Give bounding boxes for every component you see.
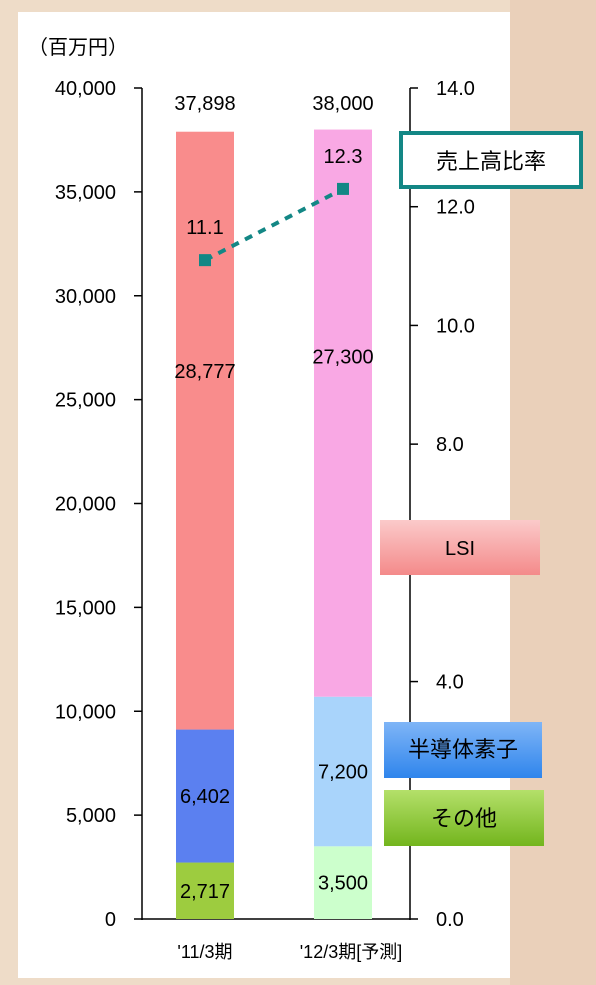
left-tick-label: 0 xyxy=(105,909,116,931)
x-category-label: '11/3期 xyxy=(177,942,232,962)
left-tick-label: 25,000 xyxy=(55,390,116,412)
left-axis-ticks: 0 5,000 10,000 15,000 20,000 25,000 30,000 35,0… xyxy=(55,78,142,931)
bar-segment-lsi xyxy=(176,131,234,730)
bar-segment-semiconductor xyxy=(314,696,372,847)
bar-total-label: 37,898 xyxy=(174,93,235,115)
ratio-value-label: 11.1 xyxy=(186,217,223,239)
right-tick-label: 8.0 xyxy=(436,434,464,456)
right-tick-label: 4.0 xyxy=(436,672,464,694)
left-tick-label: 5,000 xyxy=(66,805,116,827)
left-tick-label: 40,000 xyxy=(55,78,116,100)
x-axis-labels: '11/3期 '12/3期[予測] xyxy=(177,942,402,962)
x-category-label: '12/3期[予測] xyxy=(300,942,402,962)
bar-segment-other xyxy=(176,862,234,919)
segment-value-label: 27,300 xyxy=(312,346,373,368)
legend-semiconductor-label: 半導体素子 xyxy=(408,737,518,762)
left-tick-label: 30,000 xyxy=(55,286,116,308)
left-tick-label: 20,000 xyxy=(55,494,116,516)
y-axis-unit-label: （百万円） xyxy=(28,36,128,59)
left-tick-label: 15,000 xyxy=(55,597,116,619)
legend-ratio: 売上高比率 xyxy=(399,131,583,189)
right-tick-label: 14.0 xyxy=(436,78,475,100)
segment-labels: 2,717 6,402 28,777 37,898 3,500 7,200 27,300 38… xyxy=(174,93,373,903)
segment-value-label: 3,500 xyxy=(318,873,368,895)
bar-segment-semiconductor xyxy=(176,729,234,863)
left-tick-label: 10,000 xyxy=(55,701,116,723)
legend-other: その他 xyxy=(384,790,544,846)
right-axis-ticks: 0.0 4.0 8.0 10.0 12.0 14.0 xyxy=(410,78,475,931)
bar-total-label: 38,000 xyxy=(312,93,373,115)
bar-segment-other xyxy=(314,846,372,919)
right-tick-label: 12.0 xyxy=(436,197,475,219)
segment-value-label: 2,717 xyxy=(180,881,230,903)
ratio-marker xyxy=(337,182,349,195)
ratio-marker xyxy=(199,254,211,267)
ratio-line-layer: 11.1 12.3 xyxy=(186,146,363,267)
legend-lsi: LSI xyxy=(380,520,540,575)
segment-value-label: 6,402 xyxy=(180,786,230,808)
segment-value-label: 28,777 xyxy=(174,361,235,383)
right-tick-label: 0.0 xyxy=(436,909,464,931)
left-tick-label: 35,000 xyxy=(55,182,116,204)
ratio-line xyxy=(204,187,344,262)
segment-value-label: 7,200 xyxy=(318,761,368,783)
legend-ratio-label: 売上高比率 xyxy=(436,149,546,174)
legend-lsi-label: LSI xyxy=(445,538,475,560)
legend-semiconductor: 半導体素子 xyxy=(384,722,542,778)
legend-other-label: その他 xyxy=(431,806,497,831)
ratio-value-label: 12.3 xyxy=(324,146,363,168)
bar-segment-lsi xyxy=(314,129,372,697)
right-tick-label: 10.0 xyxy=(436,315,475,337)
stacked-bars xyxy=(176,129,372,919)
